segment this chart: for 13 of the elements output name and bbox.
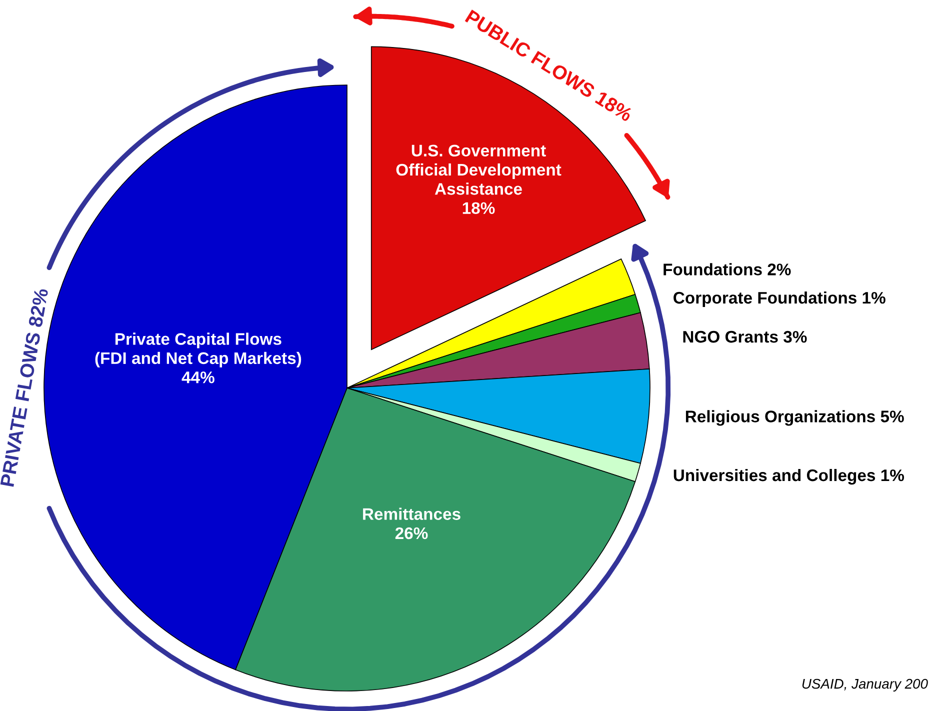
slice-label: Private Capital Flows (FDI and Net Cap Markets) [95, 332, 302, 368]
slice-label: Universities and Colleges 1% [674, 468, 904, 485]
text: PRIVATE FLOWS 82% [0, 288, 48, 487]
slice-label: NGO Grants 3% [683, 330, 807, 343]
data-label: 18% [462, 202, 495, 214]
data-label: 26% [395, 527, 428, 540]
slice-label: Foundations 2% [664, 263, 791, 276]
slice-label: U.S. Government Official Development Assistance [396, 144, 562, 195]
text: USAID, January 200 [802, 678, 928, 692]
slice-label: Corporate Foundations 1% [674, 291, 886, 308]
slice-label: Religious Organizations 5% [686, 410, 904, 426]
data-label: 44% [182, 371, 214, 384]
slice-label: Remittances [363, 508, 460, 520]
